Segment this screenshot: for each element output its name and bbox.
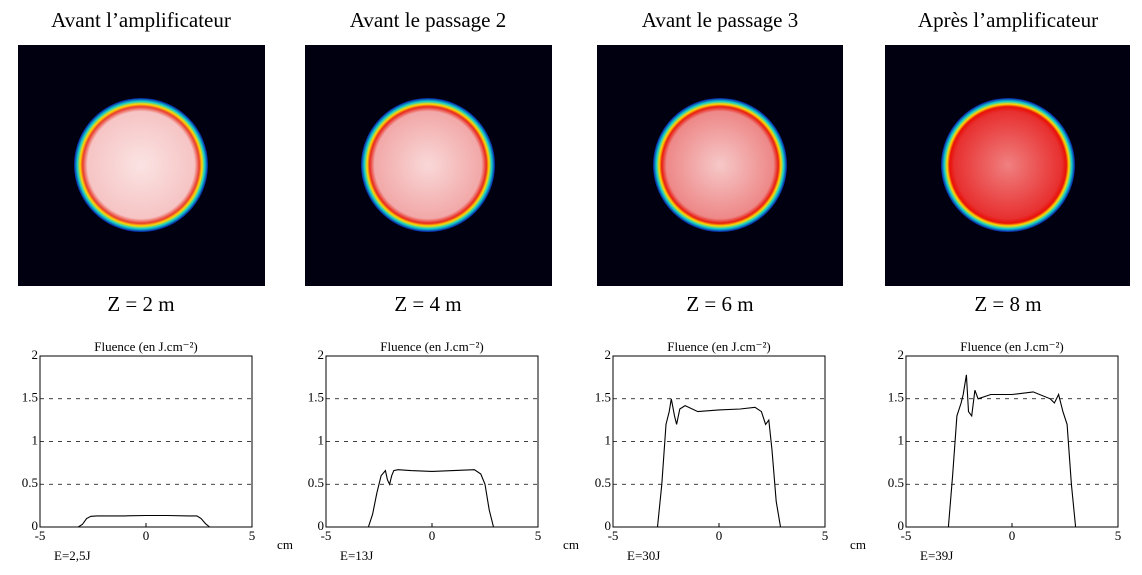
x-tick-label: 5 (822, 528, 829, 543)
y-tick-label: 1 (898, 432, 905, 447)
x-tick-label: -5 (35, 528, 46, 543)
panel-caption: Z = 8 m (974, 292, 1041, 316)
beam-images (18, 45, 1130, 286)
y-tick-label: 0 (605, 518, 612, 533)
energy-label: E=30J (627, 548, 660, 563)
fluence-line (613, 398, 825, 528)
chart-title: Fluence (en J.cm⁻²) (667, 339, 771, 354)
beam-spot (653, 98, 787, 232)
y-tick-label: 0.5 (595, 475, 611, 490)
beam-spot (74, 98, 208, 232)
chart-title: Fluence (en J.cm⁻²) (380, 339, 484, 354)
beam-spot (941, 98, 1075, 232)
plot-frame (39, 355, 253, 528)
y-tick-label: 1.5 (888, 390, 904, 405)
y-tick-label: 2 (898, 347, 905, 362)
y-tick-label: 0.5 (888, 475, 904, 490)
fluence-line (40, 514, 252, 528)
y-tick-label: 1.5 (308, 390, 324, 405)
x-tick-label: 5 (535, 528, 542, 543)
x-axis-label: cm (277, 537, 293, 552)
y-tick-label: 1 (318, 432, 325, 447)
x-tick-label: -5 (901, 528, 912, 543)
panel-heading: Avant l’amplificateur (51, 8, 231, 32)
energy-label: E=13J (340, 548, 373, 563)
y-tick-label: 2 (32, 347, 39, 362)
x-tick-label: 0 (429, 528, 436, 543)
x-tick-label: 0 (716, 528, 723, 543)
y-tick-label: 0 (898, 518, 905, 533)
panel-heading: Après l’amplificateur (918, 8, 1098, 32)
panel-heading: Avant le passage 3 (642, 8, 798, 32)
panel-caption: Z = 2 m (107, 292, 174, 316)
x-tick-label: -5 (608, 528, 619, 543)
y-tick-label: 2 (605, 347, 612, 362)
x-tick-label: -5 (321, 528, 332, 543)
plot-frame (905, 355, 1119, 528)
energy-label: E=2,5J (54, 548, 91, 563)
y-tick-label: 2 (318, 347, 325, 362)
y-tick-label: 0 (32, 518, 39, 533)
panel-caption: Z = 4 m (394, 292, 461, 316)
x-tick-label: 5 (1115, 528, 1122, 543)
chart-title: Fluence (en J.cm⁻²) (960, 339, 1064, 354)
y-tick-label: 1.5 (22, 390, 38, 405)
beam-spot (361, 98, 495, 232)
panel-heading: Avant le passage 2 (350, 8, 506, 32)
x-tick-label: 5 (249, 528, 256, 543)
panel-caption: Z = 6 m (686, 292, 753, 316)
fluence-line (906, 374, 1118, 528)
y-tick-label: 0 (318, 518, 325, 533)
plot-frame (325, 355, 539, 528)
y-tick-label: 1 (605, 432, 612, 447)
chart-title: Fluence (en J.cm⁻²) (94, 339, 198, 354)
x-tick-label: 0 (1009, 528, 1016, 543)
plot-frame (612, 355, 826, 528)
x-axis-label: cm (850, 537, 866, 552)
x-tick-label: 0 (143, 528, 150, 543)
y-tick-label: 0.5 (22, 475, 38, 490)
y-tick-label: 1.5 (595, 390, 611, 405)
x-axis-label: cm (563, 537, 579, 552)
y-tick-label: 0.5 (308, 475, 324, 490)
fluence-line (326, 469, 538, 528)
y-tick-label: 1 (32, 432, 39, 447)
energy-label: E=39J (920, 548, 953, 563)
